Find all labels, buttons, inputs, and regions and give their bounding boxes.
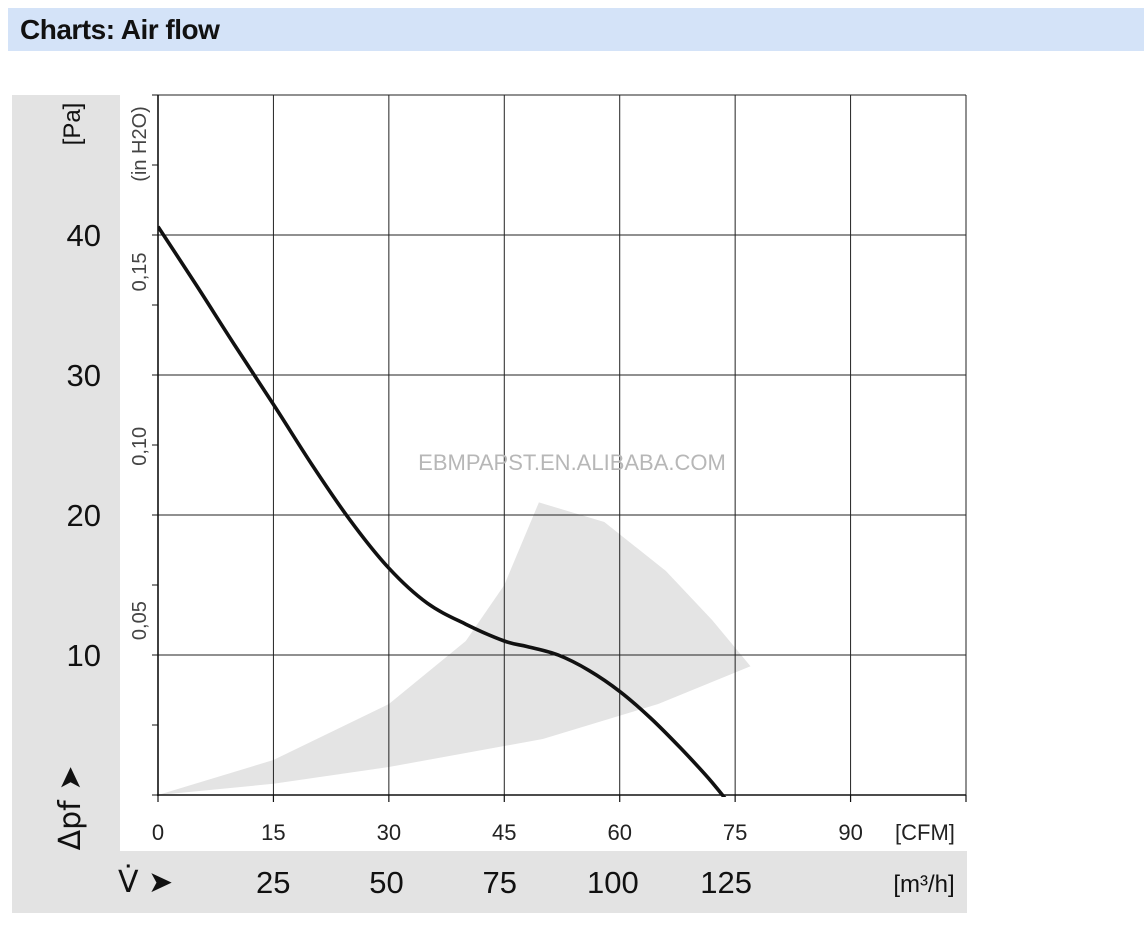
y-tick-label: 30 (67, 358, 101, 393)
x-tick-label: 60 (607, 820, 631, 845)
secondary-x-tick-label: 50 (369, 865, 403, 900)
y-tick-label: 10 (67, 638, 101, 673)
secondary-x-axis-panel (12, 851, 967, 913)
x-tick-label: 90 (838, 820, 862, 845)
y-axis-label: Δpf ➤ (53, 766, 88, 851)
y-tick-label: 40 (67, 218, 101, 253)
operating-range-area (158, 502, 751, 795)
secondary-x-tick-label: 125 (700, 865, 752, 900)
series-line-air-flow (158, 225, 727, 797)
watermark-text: EBMPAPST.EN.ALIBABA.COM (418, 450, 726, 475)
header-bar: Charts: Air flow (8, 8, 1144, 51)
x-axis-unit-cfm: [CFM] (895, 820, 955, 845)
secondary-y-tick-label: 0,15 (129, 252, 151, 291)
x-tick-label: 75 (723, 820, 747, 845)
y-tick-label: 20 (67, 498, 101, 533)
secondary-x-axis-unit: [m³/h] (893, 871, 954, 898)
x-tick-label: 0 (152, 820, 164, 845)
x-tick-label: 30 (377, 820, 401, 845)
y-axis-unit-pa: [Pa] (59, 103, 86, 146)
secondary-x-tick-label: 25 (256, 865, 290, 900)
secondary-x-axis-label: V̇ ➤ (118, 865, 173, 900)
x-tick-label: 45 (492, 820, 516, 845)
secondary-y-tick-label: 0,10 (129, 427, 151, 466)
y-axis-panel (12, 95, 120, 913)
secondary-y-axis-unit: (in H2O) (129, 106, 151, 182)
secondary-x-tick-label: 100 (587, 865, 639, 900)
secondary-y-tick-label: 0,05 (129, 601, 151, 640)
secondary-x-tick-label: 75 (482, 865, 516, 900)
page-title: Charts: Air flow (20, 14, 220, 45)
x-tick-label: 15 (261, 820, 285, 845)
